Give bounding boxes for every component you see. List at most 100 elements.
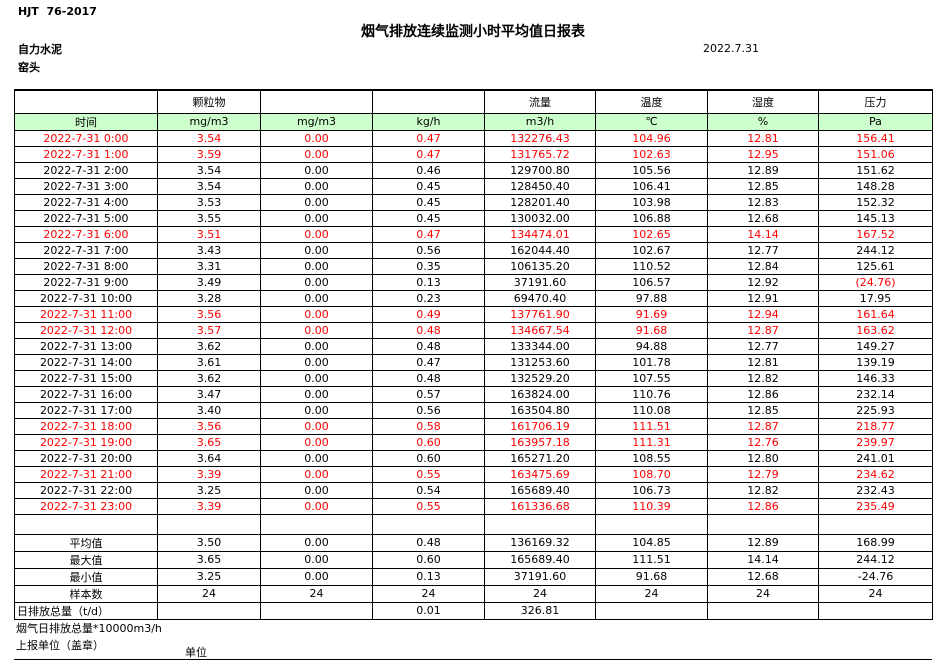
table-row: 2022-7-31 8:00 3.31 0.00 0.35 106135.20 110.5…	[14, 257, 933, 275]
value-cell: 225.93	[818, 401, 933, 419]
value-cell: 3.43	[157, 241, 261, 259]
value-cell: 163957.18	[484, 433, 596, 451]
value-cell: 0.00	[260, 257, 373, 275]
summary-value-cell: 24	[707, 584, 819, 603]
table-row: 2022-7-31 1:00 3.59 0.00 0.47 131765.72 102.6…	[14, 145, 933, 163]
value-cell: 161.64	[818, 305, 933, 323]
summary-value-cell: 0.00	[260, 567, 373, 586]
value-cell: 106.73	[595, 481, 708, 499]
table-row: 2022-7-31 3:00 3.54 0.00 0.45 128450.40 106.4…	[14, 177, 933, 195]
value-cell: 133344.00	[484, 337, 596, 355]
value-cell: 0.00	[260, 161, 373, 179]
summary-row: 日排放总量（t/d） 0.01 326.81	[14, 601, 933, 620]
value-cell: 0.45	[372, 209, 485, 227]
company-name: 自力水泥	[18, 43, 62, 56]
value-cell: (24.76)	[818, 273, 933, 291]
summary-value-cell: 24	[260, 584, 373, 603]
value-cell: 3.56	[157, 305, 261, 323]
value-cell: 3.65	[157, 433, 261, 451]
value-cell: 125.61	[818, 257, 933, 275]
value-cell: 0.57	[372, 385, 485, 403]
value-cell: 94.88	[595, 337, 708, 355]
value-cell: 129700.80	[484, 161, 596, 179]
value-cell: 110.08	[595, 401, 708, 419]
summary-value-cell: 326.81	[484, 601, 596, 620]
time-cell: 2022-7-31 18:00	[14, 417, 158, 435]
value-cell: 37191.60	[484, 273, 596, 291]
summary-value-cell: 24	[484, 584, 596, 603]
value-cell: 12.82	[707, 481, 819, 499]
time-cell: 2022-7-31 6:00	[14, 225, 158, 243]
value-cell: 0.00	[260, 353, 373, 371]
value-cell: 108.70	[595, 465, 708, 483]
summary-value-cell	[818, 601, 933, 620]
summary-rows: 平均值 3.50 0.00 0.48 136169.32 104.85 12.89 168.9…	[14, 533, 933, 620]
summary-value-cell: 0.01	[372, 601, 485, 620]
summary-value-cell: 12.89	[707, 533, 819, 552]
value-cell: 12.86	[707, 385, 819, 403]
value-cell: 0.00	[260, 337, 373, 355]
value-cell: 0.00	[260, 321, 373, 339]
unit-header-row: 时间 mg/m3 mg/m3 kg/h m3/h ℃ % Pa	[14, 112, 933, 131]
summary-value-cell: 24	[372, 584, 485, 603]
blank-cell	[818, 513, 933, 535]
value-cell: 0.00	[260, 289, 373, 307]
value-cell: 0.48	[372, 321, 485, 339]
value-cell: 0.13	[372, 273, 485, 291]
blank-cell	[260, 513, 373, 535]
value-cell: 12.81	[707, 129, 819, 147]
table-row: 2022-7-31 7:00 3.43 0.00 0.56 162044.40 102.6…	[14, 241, 933, 259]
value-cell: 12.79	[707, 465, 819, 483]
time-cell: 2022-7-31 7:00	[14, 241, 158, 259]
data-rows: 2022-7-31 0:00 3.54 0.00 0.47 132276.43 104.9…	[14, 129, 933, 515]
value-cell: 12.77	[707, 241, 819, 259]
summary-label-cell: 日排放总量（t/d）	[14, 601, 158, 620]
value-cell: 0.47	[372, 353, 485, 371]
summary-value-cell: 3.25	[157, 567, 261, 586]
value-cell: 12.86	[707, 497, 819, 515]
value-cell: 0.58	[372, 417, 485, 435]
value-cell: 163824.00	[484, 385, 596, 403]
time-cell: 2022-7-31 0:00	[14, 129, 158, 147]
value-cell: 12.91	[707, 289, 819, 307]
value-cell: 102.67	[595, 241, 708, 259]
page-title: 烟气排放连续监测小时平均值日报表	[361, 24, 585, 40]
table-row: 2022-7-31 16:00 3.47 0.00 0.57 163824.00 110.…	[14, 385, 933, 403]
value-cell: 12.68	[707, 209, 819, 227]
footer-note: 烟气日排放总量*10000m3/h	[16, 622, 162, 635]
value-cell: 0.47	[372, 129, 485, 147]
group-header-humidity: 湿度	[707, 89, 819, 114]
value-cell: 3.40	[157, 401, 261, 419]
value-cell: 17.95	[818, 289, 933, 307]
value-cell: 0.48	[372, 337, 485, 355]
value-cell: 0.45	[372, 193, 485, 211]
value-cell: 234.62	[818, 465, 933, 483]
value-cell: 3.47	[157, 385, 261, 403]
value-cell: 12.80	[707, 449, 819, 467]
value-cell: 0.35	[372, 257, 485, 275]
value-cell: 0.60	[372, 449, 485, 467]
value-cell: 0.56	[372, 241, 485, 259]
summary-value-cell: 14.14	[707, 550, 819, 569]
value-cell: 12.95	[707, 145, 819, 163]
value-cell: 103.98	[595, 193, 708, 211]
summary-value-cell	[707, 601, 819, 620]
value-cell: 3.39	[157, 465, 261, 483]
summary-value-cell: 104.85	[595, 533, 708, 552]
summary-row: 最小值 3.25 0.00 0.13 37191.60 91.68 12.68 -24.76	[14, 567, 933, 586]
value-cell: 0.00	[260, 481, 373, 499]
summary-value-cell: -24.76	[818, 567, 933, 586]
value-cell: 0.00	[260, 449, 373, 467]
report-table: 颗粒物 流量 温度 湿度 压力 时间 mg/m3 mg/m3 kg/h m3/h…	[14, 89, 933, 620]
value-cell: 128450.40	[484, 177, 596, 195]
value-cell: 156.41	[818, 129, 933, 147]
value-cell: 146.33	[818, 369, 933, 387]
value-cell: 165689.40	[484, 481, 596, 499]
value-cell: 12.76	[707, 433, 819, 451]
table-row: 2022-7-31 6:00 3.51 0.00 0.47 134474.01 102.6…	[14, 225, 933, 243]
summary-value-cell: 24	[818, 584, 933, 603]
value-cell: 3.51	[157, 225, 261, 243]
value-cell: 106.41	[595, 177, 708, 195]
value-cell: 241.01	[818, 449, 933, 467]
group-header-blank-1	[260, 89, 373, 114]
